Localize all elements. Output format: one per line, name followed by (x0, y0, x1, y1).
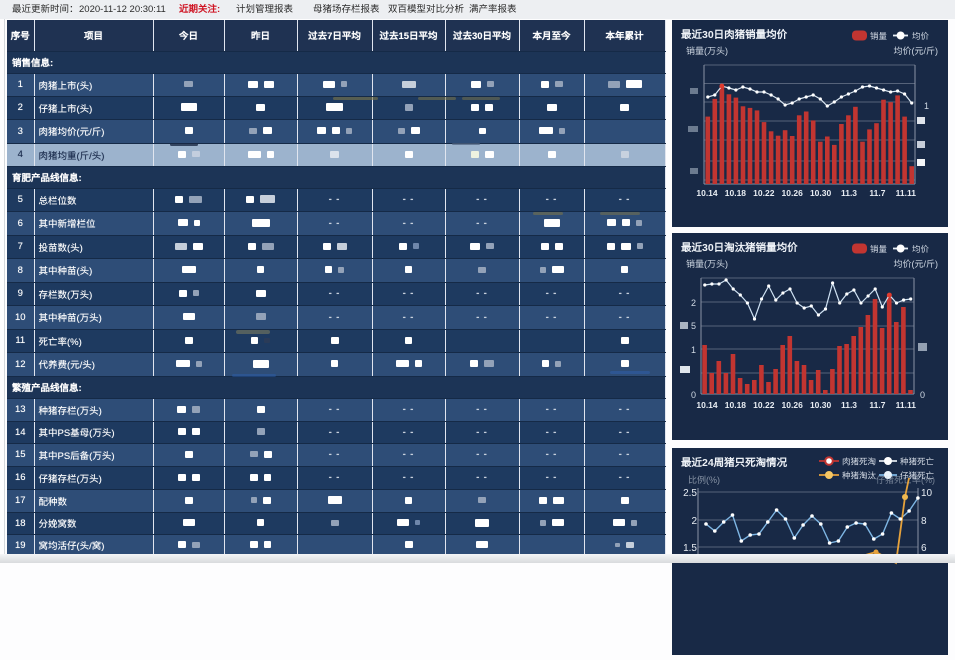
svg-text:1.5: 1.5 (683, 543, 697, 554)
svg-text:均价(元/斤): 均价(元/斤) (894, 46, 939, 56)
svg-text:10.18: 10.18 (725, 400, 747, 410)
svg-text:6: 6 (921, 543, 927, 554)
svg-text:肉猪死淘: 肉猪死淘 (842, 457, 876, 467)
svg-text:2.5: 2.5 (683, 488, 697, 499)
svg-text:0: 0 (691, 390, 696, 400)
svg-text:销量(万头): 销量(万头) (686, 46, 728, 56)
svg-text:10.26: 10.26 (782, 400, 804, 410)
svg-text:11.3: 11.3 (841, 400, 857, 410)
svg-text:1: 1 (691, 345, 696, 355)
svg-text:种猪死亡: 种猪死亡 (900, 457, 935, 467)
svg-text:仔猪死亡率(%): 仔猪死亡率(%) (876, 475, 935, 485)
svg-text:11.7: 11.7 (869, 188, 885, 198)
svg-text:销量: 销量 (870, 31, 888, 41)
svg-text:2: 2 (691, 516, 697, 527)
svg-text:均价: 均价 (912, 31, 930, 41)
svg-text:1: 1 (924, 101, 929, 111)
svg-text:最近24周猪只死淘情况: 最近24周猪只死淘情况 (681, 456, 788, 469)
svg-text:最近30日淘汰猪销量均价: 最近30日淘汰猪销量均价 (681, 241, 798, 254)
svg-text:11.11: 11.11 (896, 400, 917, 410)
svg-text:均价: 均价 (912, 244, 930, 254)
svg-text:10.30: 10.30 (810, 400, 832, 410)
svg-text:均价(元/斤): 均价(元/斤) (894, 259, 939, 269)
svg-text:8: 8 (921, 516, 927, 527)
svg-text:0: 0 (920, 390, 925, 400)
svg-text:10.30: 10.30 (810, 188, 832, 198)
svg-text:11.3: 11.3 (841, 188, 857, 198)
svg-text:10.26: 10.26 (782, 188, 804, 198)
svg-text:10.22: 10.22 (753, 188, 775, 198)
svg-text:10.18: 10.18 (725, 188, 747, 198)
svg-text:种猪淘汰: 种猪淘汰 (842, 471, 877, 481)
svg-text:最近30日肉猪销量均价: 最近30日肉猪销量均价 (681, 28, 788, 41)
svg-text:2: 2 (691, 298, 696, 308)
svg-text:仔猪死亡: 仔猪死亡 (900, 471, 935, 481)
svg-text:11.11: 11.11 (896, 188, 917, 198)
svg-text:销量(万头): 销量(万头) (686, 259, 728, 269)
svg-text:11.7: 11.7 (869, 400, 885, 410)
svg-text:10.14: 10.14 (696, 188, 718, 198)
svg-text:10.22: 10.22 (753, 400, 775, 410)
svg-text:10: 10 (921, 488, 933, 499)
svg-text:销量: 销量 (870, 244, 888, 254)
svg-text:10.14: 10.14 (696, 400, 718, 410)
svg-text:5: 5 (691, 321, 696, 331)
svg-text:比例(%): 比例(%) (688, 475, 720, 485)
